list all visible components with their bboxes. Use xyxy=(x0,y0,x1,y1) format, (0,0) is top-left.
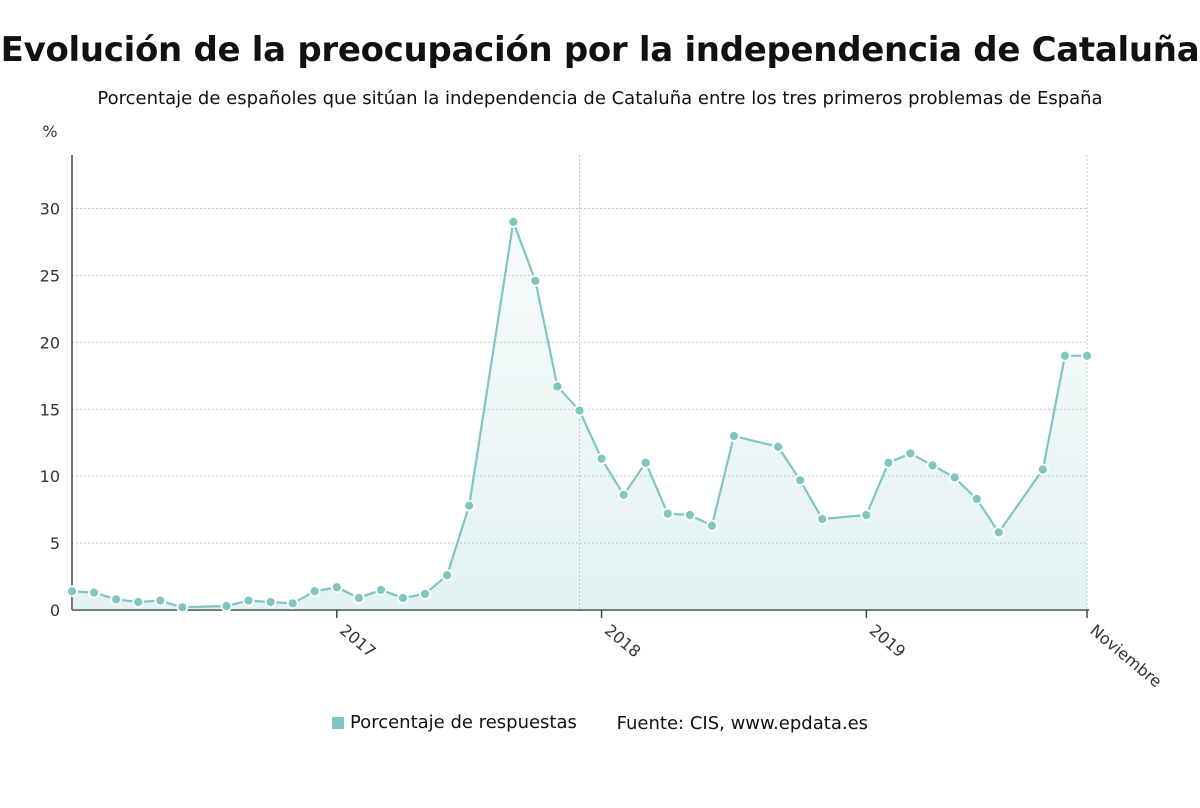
data-point xyxy=(110,593,123,606)
data-point xyxy=(683,509,696,521)
data-point xyxy=(352,592,365,604)
data-point xyxy=(1081,349,1093,362)
legend: Porcentaje de respuestas Fuente: CIS, ww… xyxy=(0,712,1200,734)
x-tick-label: 2017 xyxy=(336,621,379,662)
data-point xyxy=(772,440,784,453)
chart-title: Evolución de la preocupación por la inde… xyxy=(0,30,1200,70)
data-point xyxy=(705,519,718,532)
y-tick-label: 0 xyxy=(50,601,60,620)
legend-item[interactable]: Porcentaje de respuestas xyxy=(331,712,577,733)
chart-subtitle: Porcentaje de españoles que sitúan la in… xyxy=(97,88,1103,109)
data-point xyxy=(176,601,189,614)
data-point xyxy=(573,404,586,417)
data-point xyxy=(595,452,608,465)
data-point xyxy=(1059,349,1071,362)
data-point xyxy=(639,456,652,469)
legend-label: Porcentaje de respuestas xyxy=(349,712,577,733)
data-point xyxy=(419,588,431,600)
data-point xyxy=(66,585,78,598)
data-point xyxy=(551,380,564,393)
x-tick-label: 2019 xyxy=(866,621,909,662)
data-point xyxy=(330,581,343,594)
data-point xyxy=(728,430,740,442)
y-tick-label: 25 xyxy=(40,266,60,285)
y-tick-label: 10 xyxy=(40,467,60,486)
data-point xyxy=(463,499,476,512)
source-note: Fuente: CIS, www.epdata.es xyxy=(616,712,869,734)
data-point xyxy=(904,447,917,460)
x-tick-label: 2018 xyxy=(601,621,644,662)
y-tick-label: 20 xyxy=(40,333,60,352)
data-point xyxy=(529,274,542,287)
data-point xyxy=(860,509,873,521)
data-point xyxy=(220,600,233,612)
y-axis-unit: % xyxy=(42,122,57,141)
data-point xyxy=(286,597,299,610)
data-point xyxy=(948,471,961,484)
data-point xyxy=(970,493,983,505)
data-point xyxy=(794,474,807,487)
data-point xyxy=(816,513,829,525)
legend-swatch xyxy=(331,716,344,729)
y-tick-label: 15 xyxy=(40,400,60,419)
data-point xyxy=(617,489,630,501)
data-point xyxy=(132,596,145,608)
data-point xyxy=(507,216,520,228)
data-point xyxy=(375,584,387,596)
y-tick-label: 5 xyxy=(50,534,60,553)
data-point xyxy=(926,459,939,472)
data-point xyxy=(242,594,255,607)
data-point xyxy=(441,569,454,582)
data-point xyxy=(88,586,100,599)
data-point xyxy=(882,456,895,469)
data-point xyxy=(264,596,277,608)
data-point xyxy=(1036,463,1049,476)
data-point xyxy=(308,585,321,598)
data-point xyxy=(661,507,674,520)
data-point xyxy=(154,594,167,607)
x-tick-label: Noviembre xyxy=(1086,621,1165,692)
y-tick-label: 30 xyxy=(40,200,60,219)
data-point xyxy=(992,526,1005,539)
data-point xyxy=(397,592,409,604)
